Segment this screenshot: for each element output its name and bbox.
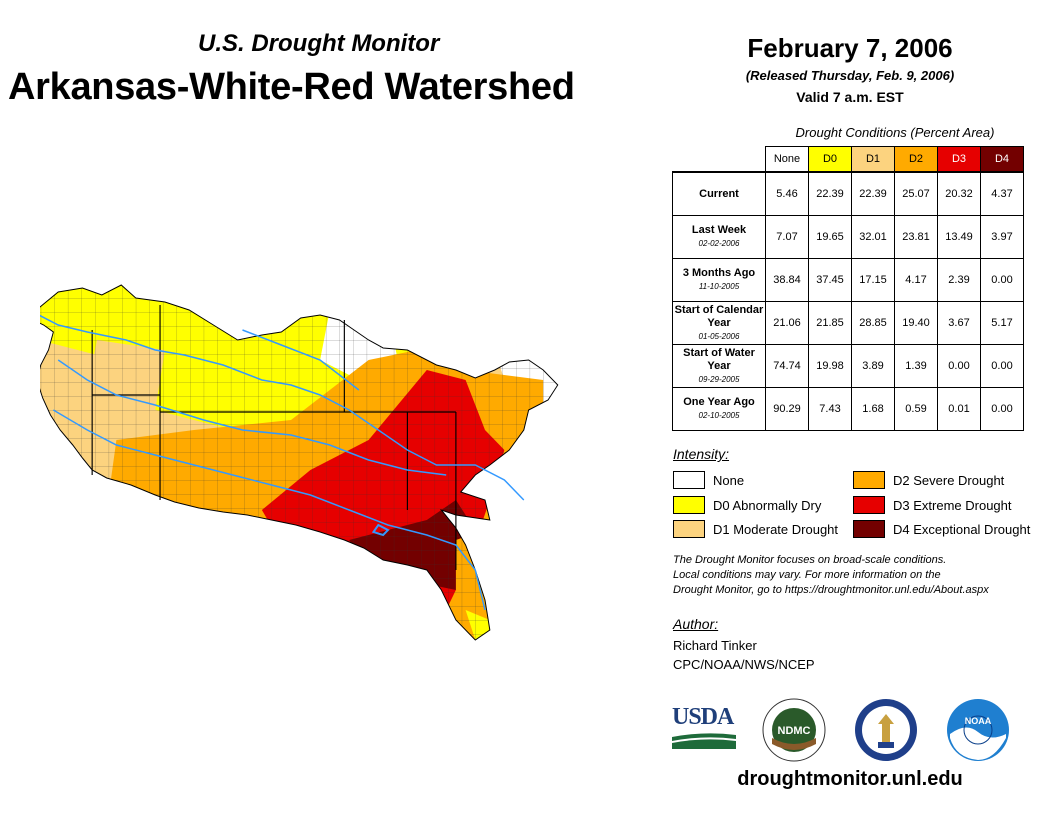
table-cell: 28.85: [851, 301, 895, 345]
row-label: Last Week 02-02-2006: [672, 215, 766, 259]
map-subtitle: U.S. Drought Monitor: [198, 30, 440, 57]
table-cell: 22.39: [851, 171, 895, 216]
map-date: February 7, 2006: [747, 33, 953, 63]
noaa-logo: NOAA: [947, 699, 1009, 761]
table-cell: 21.06: [765, 301, 809, 345]
table-header-row: None D0 D1 D2 D3 D4: [673, 146, 1024, 173]
table-cell: 2.39: [937, 258, 981, 302]
row-label: Current: [672, 171, 766, 216]
drought-conditions-table: None D0 D1 D2 D3 D4 Current 5.46 22.39 2…: [672, 146, 1024, 431]
col-header-d2: D2: [894, 146, 938, 173]
commerce-seal-icon: [855, 699, 917, 761]
legend-label: D2 Severe Drought: [893, 472, 1005, 488]
table-cell: 7.07: [765, 215, 809, 259]
table-cell: 1.68: [851, 387, 895, 431]
table-row: One Year Ago 02-10-2005 90.29 7.43 1.68 0…: [672, 387, 1024, 431]
note-line: Drought Monitor, go to https://droughtmo…: [673, 584, 989, 596]
col-header-d0: D0: [808, 146, 852, 173]
ndmc-logo-text: NDMC: [778, 725, 811, 737]
col-header-d1: D1: [851, 146, 895, 173]
legend-swatch: [673, 496, 705, 514]
legend-swatch: [673, 520, 705, 538]
map-title: Arkansas-White-Red Watershed: [8, 66, 575, 108]
table-cell: 0.00: [980, 344, 1024, 388]
table-cell: 13.49: [937, 215, 981, 259]
release-date: (Released Thursday, Feb. 9, 2006): [745, 68, 955, 83]
valid-time: Valid 7 a.m. EST: [796, 89, 904, 105]
table-cell: 22.39: [808, 171, 852, 216]
table-cell: 7.43: [808, 387, 852, 431]
row-label: Start of Water Year 09-29-2005: [672, 344, 766, 388]
table-row: Start of Water Year 09-29-2005 74.74 19.9…: [672, 344, 1024, 388]
legend-swatch: [853, 471, 885, 489]
legend-item-none: None: [673, 471, 744, 489]
table-cell: 20.32: [937, 171, 981, 216]
table-cell: 4.17: [894, 258, 938, 302]
row-label: Start of Calendar Year 01-05-2006: [672, 301, 766, 345]
ndmc-logo: NDMC: [762, 698, 826, 762]
legend-swatch: [853, 520, 885, 538]
row-label: One Year Ago 02-10-2005: [672, 387, 766, 431]
note-line: Local conditions may vary. For more info…: [673, 569, 941, 581]
table-cell: 3.89: [851, 344, 895, 388]
legend-swatch: [673, 471, 705, 489]
table-cell: 0.00: [937, 344, 981, 388]
usda-logo-stripes-icon: [672, 733, 736, 749]
legend-label: D4 Exceptional Drought: [893, 521, 1031, 537]
table-cell: 19.98: [808, 344, 852, 388]
table-row: 3 Months Ago 11-10-2005 38.84 37.45 17.15…: [672, 258, 1024, 302]
author-name: Richard Tinker: [673, 638, 757, 653]
author-org: CPC/NOAA/NWS/NCEP: [673, 657, 815, 672]
author-heading: Author:: [673, 616, 719, 632]
table-caption: Drought Conditions (Percent Area): [795, 125, 995, 140]
table-cell: 23.81: [894, 215, 938, 259]
usda-logo: USDA: [672, 704, 736, 749]
table-cell: 32.01: [851, 215, 895, 259]
legend-item-d1: D1 Moderate Drought: [673, 520, 838, 538]
disclaimer-note: The Drought Monitor focuses on broad-sca…: [673, 553, 1043, 598]
table-cell: 0.01: [937, 387, 981, 431]
legend-label: D3 Extreme Drought: [893, 497, 1012, 513]
table-cell: 1.39: [894, 344, 938, 388]
table-cell: 3.97: [980, 215, 1024, 259]
table-cell: 38.84: [765, 258, 809, 302]
table-cell: 90.29: [765, 387, 809, 431]
noaa-logo-text: NOAA: [965, 716, 992, 726]
row-label: 3 Months Ago 11-10-2005: [672, 258, 766, 302]
table-cell: 21.85: [808, 301, 852, 345]
legend-label: D1 Moderate Drought: [713, 521, 839, 537]
legend-swatch: [853, 496, 885, 514]
legend-label: None: [713, 472, 745, 488]
table-cell: 17.15: [851, 258, 895, 302]
legend-item-d4: D4 Exceptional Drought: [853, 520, 1030, 538]
table-row: Last Week 02-02-2006 7.07 19.65 32.01 23.…: [672, 215, 1024, 259]
legend-item-d3: D3 Extreme Drought: [853, 496, 1012, 514]
table-cell: 74.74: [765, 344, 809, 388]
legend-item-d0: D0 Abnormally Dry: [673, 496, 821, 514]
legend-title: Intensity:: [673, 446, 730, 462]
legend-label: D0 Abnormally Dry: [713, 497, 822, 513]
table-cell: 0.00: [980, 387, 1024, 431]
table-cell: 4.37: [980, 171, 1024, 216]
table-row: Current 5.46 22.39 22.39 25.07 20.32 4.3…: [672, 171, 1024, 216]
legend-item-d2: D2 Severe Drought: [853, 471, 1004, 489]
col-header-d4: D4: [980, 146, 1024, 173]
note-line: The Drought Monitor focuses on broad-sca…: [673, 554, 947, 566]
table-cell: 5.46: [765, 171, 809, 216]
table-cell: 0.00: [980, 258, 1024, 302]
watershed-map: [40, 284, 559, 641]
table-cell: 19.65: [808, 215, 852, 259]
table-cell: 3.67: [937, 301, 981, 345]
table-cell: 25.07: [894, 171, 938, 216]
website-url[interactable]: droughtmonitor.unl.edu: [737, 768, 963, 790]
col-header-d3: D3: [937, 146, 981, 173]
table-cell: 0.59: [894, 387, 938, 431]
table-cell: 19.40: [894, 301, 938, 345]
table-row: Start of Calendar Year 01-05-2006 21.06 2…: [672, 301, 1024, 345]
table-cell: 37.45: [808, 258, 852, 302]
col-header-none: None: [765, 146, 809, 173]
table-cell: 5.17: [980, 301, 1024, 345]
